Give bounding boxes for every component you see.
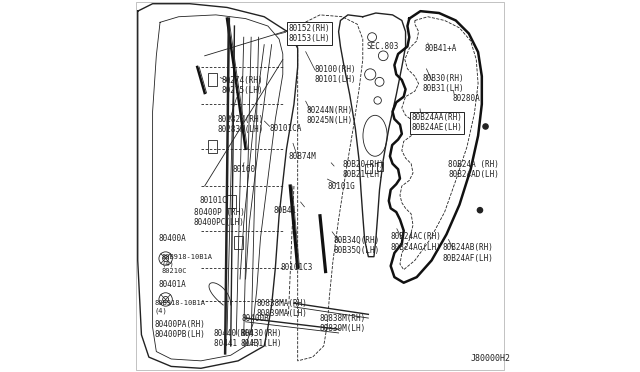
Text: 80274(RH)
80275(LH): 80274(RH) 80275(LH): [221, 76, 263, 95]
Text: 80400A: 80400A: [158, 234, 186, 243]
Text: 80400P (RH)
80400PC(LH): 80400P (RH) 80400PC(LH): [193, 208, 244, 227]
Text: 80400PA(RH)
80400PB(LH): 80400PA(RH) 80400PB(LH): [154, 320, 205, 339]
Text: 80B24A (RH)
80B24AD(LH): 80B24A (RH) 80B24AD(LH): [449, 160, 499, 179]
Text: 80B41: 80B41: [273, 206, 296, 215]
Text: 80B918-10B1A
(4)
80210C: 80B918-10B1A (4) 80210C: [162, 254, 213, 275]
Text: 80B24AA(RH)
80B24AE(LH): 80B24AA(RH) 80B24AE(LH): [411, 113, 462, 132]
Text: 80101C3: 80101C3: [281, 263, 314, 272]
Bar: [365, 164, 372, 173]
Text: 80B30(RH)
80B31(LH): 80B30(RH) 80B31(LH): [422, 74, 464, 93]
Text: 80101CA: 80101CA: [270, 124, 302, 133]
Circle shape: [483, 124, 488, 129]
Text: SEC.803: SEC.803: [367, 42, 399, 51]
Bar: [227, 195, 236, 208]
Bar: [376, 162, 383, 171]
Text: 80401A: 80401A: [158, 280, 186, 289]
Text: J80000H2: J80000H2: [470, 355, 511, 363]
Text: 80B20(RH)
80B21(LH): 80B20(RH) 80B21(LH): [342, 160, 384, 179]
Text: 80B24AC(RH)
80B24AG(LH): 80B24AC(RH) 80B24AG(LH): [390, 232, 442, 251]
Bar: [207, 73, 217, 86]
Text: 80B24AB(RH)
80B24AF(LH): 80B24AB(RH) 80B24AF(LH): [443, 243, 493, 263]
Text: 80B74M: 80B74M: [289, 152, 316, 161]
Circle shape: [477, 208, 483, 213]
Text: 80B41+A: 80B41+A: [424, 44, 456, 53]
Text: 80838MA(RH)
80839MA(LH): 80838MA(RH) 80839MA(LH): [257, 299, 308, 318]
Text: 80838M(RH)
80839M(LH): 80838M(RH) 80839M(LH): [320, 314, 366, 333]
Text: 80152(RH)
80153(LH): 80152(RH) 80153(LH): [289, 24, 330, 43]
Bar: [207, 140, 217, 153]
Text: 80430(RH)
80431(LH): 80430(RH) 80431(LH): [240, 329, 282, 348]
Text: 80101C: 80101C: [199, 196, 227, 205]
Text: 80B918-10B1A
(4): 80B918-10B1A (4): [154, 300, 205, 314]
Text: 80280A: 80280A: [452, 94, 480, 103]
Text: 80400B: 80400B: [242, 314, 269, 323]
Text: 80101G: 80101G: [328, 182, 355, 190]
Text: 80B34Q(RH)
80B35Q(LH): 80B34Q(RH) 80B35Q(LH): [333, 236, 380, 255]
Text: 80160: 80160: [232, 165, 256, 174]
Text: 80100(RH)
80101(LH): 80100(RH) 80101(LH): [314, 65, 356, 84]
Text: 80282M(RH)
80283M(LH): 80282M(RH) 80283M(LH): [218, 115, 264, 134]
Text: 80440(RH)
80441 (LH): 80440(RH) 80441 (LH): [214, 329, 260, 348]
Bar: [234, 236, 243, 249]
Text: 80244N(RH)
80245N(LH): 80244N(RH) 80245N(LH): [307, 106, 353, 125]
